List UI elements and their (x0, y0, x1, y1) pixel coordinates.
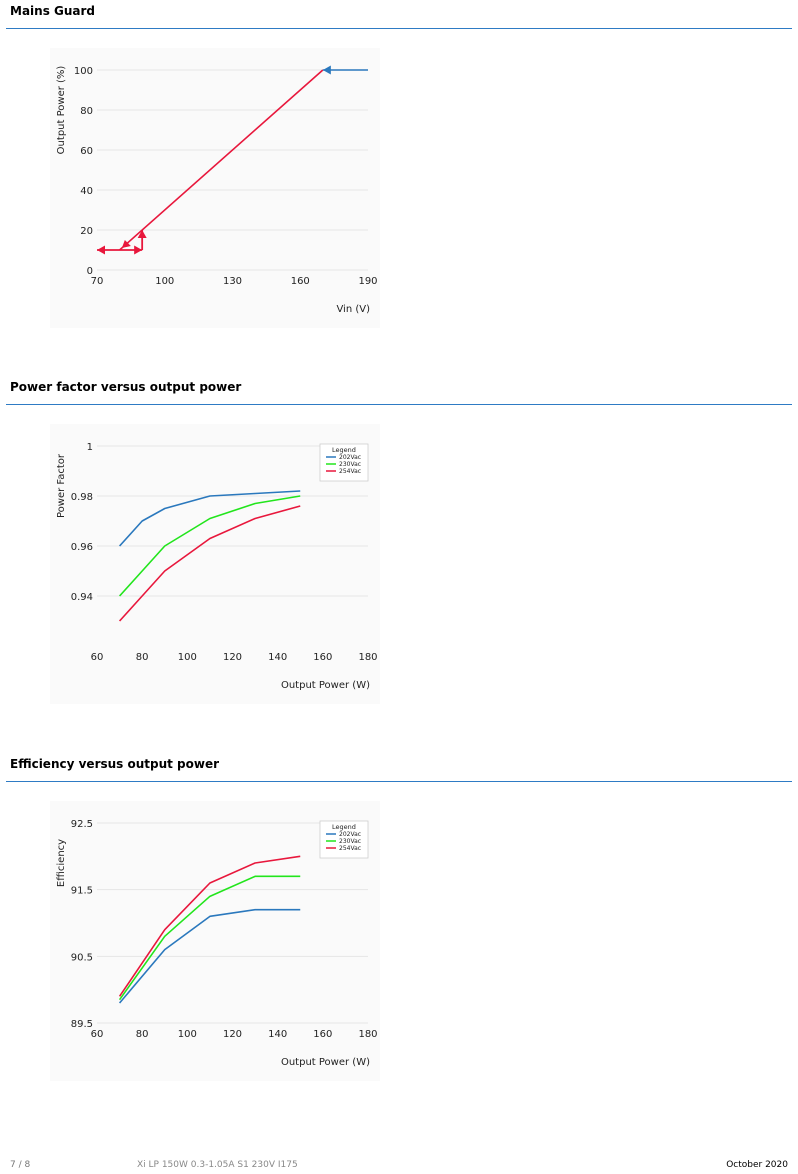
series-line-202vac (118, 490, 301, 547)
section-divider (6, 781, 792, 782)
y-tick-label: 100 (74, 66, 93, 77)
arrow-head (97, 245, 105, 255)
footer-page-number: 7 / 8 (10, 1160, 31, 1170)
section-title-efficiency: Efficiency versus output power (10, 757, 220, 771)
x-tick-label: 60 (91, 1029, 104, 1040)
x-axis-label: Output Power (W) (281, 680, 370, 691)
x-tick-label: 80 (136, 652, 149, 663)
x-tick-label: 100 (155, 276, 174, 287)
y-tick-label: 89.5 (71, 1019, 93, 1030)
y-tick-label: 80 (80, 106, 93, 117)
arrow-head (322, 65, 331, 75)
x-tick-label: 190 (358, 276, 377, 287)
y-tick-label: 0 (87, 266, 93, 277)
legend-box (319, 443, 369, 482)
series-line-202vac (118, 908, 301, 1004)
y-tick-label: 0.96 (71, 542, 93, 553)
arrow-head (137, 230, 147, 238)
x-tick-label: 160 (313, 652, 332, 663)
legend-label: 202Vac (339, 831, 361, 838)
footer-date: October 2020 (726, 1160, 788, 1170)
y-axis-label: Power Factor (56, 453, 67, 518)
legend-label: 230Vac (339, 838, 361, 845)
section-title-power-factor: Power factor versus output power (10, 380, 242, 394)
legend-title: Legend (332, 823, 356, 831)
x-tick-label: 130 (223, 276, 242, 287)
x-tick-label: 60 (91, 652, 104, 663)
x-tick-label: 80 (136, 1029, 149, 1040)
series-line-230vac (118, 495, 301, 597)
legend-title: Legend (332, 446, 356, 454)
y-axis-label: Efficiency (56, 839, 67, 887)
y-tick-label: 20 (80, 226, 93, 237)
efficiency-chart: 89.5 90.5 91.5 92.5 60 80 100 120 140 160 180 Outpu… (56, 819, 378, 1068)
x-tick-label: 180 (358, 1029, 377, 1040)
x-tick-label: 160 (291, 276, 310, 287)
y-tick-label: 92.5 (71, 819, 93, 830)
x-axis-label: Output Power (W) (281, 1057, 370, 1068)
y-axis-label: Output Power (%) (56, 66, 67, 155)
series-line-230vac (118, 875, 301, 1001)
x-axis-label: Vin (V) (336, 304, 370, 315)
legend-box (319, 820, 369, 859)
mains-guard-chart-panel: 0 20 40 60 80 100 70 100 130 160 190 Vin (V) Output … (50, 48, 380, 328)
y-tick-label: 0.94 (71, 592, 93, 603)
mains-guard-chart: 0 20 40 60 80 100 70 100 130 160 190 Vin (V) Output … (56, 65, 378, 315)
series-line-0 (119, 69, 324, 251)
x-tick-label: 120 (223, 1029, 242, 1040)
legend-label: 202Vac (339, 454, 361, 461)
x-tick-label: 100 (178, 652, 197, 663)
footer-document-name: Xi LP 150W 0.3-1.05A S1 230V I175 (137, 1160, 298, 1170)
x-tick-label: 160 (313, 1029, 332, 1040)
series-line-254vac (118, 505, 301, 622)
x-tick-label: 120 (223, 652, 242, 663)
power-factor-chart-panel: 0.94 0.96 0.98 1 60 80 100 120 140 160 180 Output P… (50, 424, 380, 704)
legend-label: 254Vac (339, 468, 361, 475)
y-tick-label: 1 (87, 442, 93, 453)
x-tick-label: 100 (178, 1029, 197, 1040)
x-tick-label: 70 (91, 276, 104, 287)
y-tick-label: 0.98 (71, 492, 93, 503)
y-tick-label: 40 (80, 186, 93, 197)
section-divider (6, 28, 792, 29)
x-tick-label: 140 (268, 1029, 287, 1040)
legend-label: 254Vac (339, 845, 361, 852)
arrow-head (121, 240, 131, 248)
section-divider (6, 404, 792, 405)
y-tick-label: 90.5 (71, 952, 93, 963)
arrow-head (134, 245, 143, 255)
legend-label: 230Vac (339, 461, 361, 468)
efficiency-chart-panel: 89.5 90.5 91.5 92.5 60 80 100 120 140 160 180 Outpu… (50, 801, 380, 1081)
x-tick-label: 180 (358, 652, 377, 663)
y-tick-label: 91.5 (71, 886, 93, 897)
series-line-254vac (118, 855, 301, 997)
section-title-mains-guard: Mains Guard (10, 4, 96, 18)
x-tick-label: 140 (268, 652, 287, 663)
y-tick-label: 60 (80, 146, 93, 157)
